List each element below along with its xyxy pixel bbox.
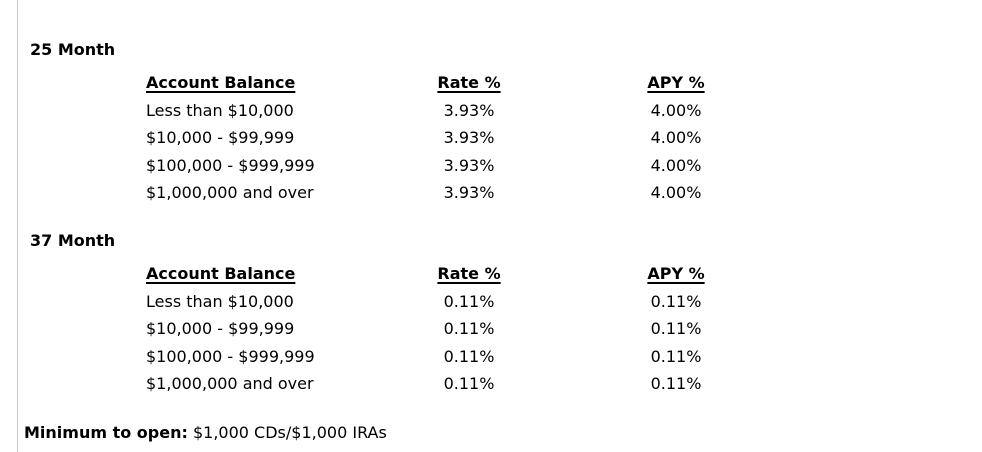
apy-cell: 4.00% xyxy=(650,155,702,175)
apy-cell: 0.11% xyxy=(650,319,702,338)
table-row: $100,000 - $999,999 3.93% 4.00% xyxy=(146,155,746,183)
minimum-to-open-note: Minimum to open: $1,000 CDs/$1,000 IRAs xyxy=(24,423,387,443)
minimum-to-open-label: Minimum to open: xyxy=(24,423,188,442)
table-row: $10,000 - $99,999 0.11% 0.11% xyxy=(146,318,746,346)
column-header-rate: Rate % xyxy=(437,73,501,92)
column-header-apy: APY % xyxy=(647,73,705,92)
left-divider xyxy=(17,0,18,452)
table-row: $1,000,000 and over 3.93% 4.00% xyxy=(146,182,746,210)
rate-cell: 3.93% xyxy=(443,183,495,202)
table-row: $10,000 - $99,999 3.93% 4.00% xyxy=(146,127,746,155)
balance-cell: Less than $10,000 xyxy=(146,100,294,120)
column-header-apy: APY % xyxy=(647,264,705,283)
apy-cell: 4.00% xyxy=(650,183,702,202)
apy-cell: 4.00% xyxy=(650,128,702,147)
balance-cell: $100,000 - $999,999 xyxy=(146,155,315,175)
section-title-37-month: 37 Month xyxy=(30,231,116,250)
table-header-row: Account Balance Rate % APY % xyxy=(146,263,746,291)
rate-cell: 0.11% xyxy=(443,319,495,338)
rate-cell: 3.93% xyxy=(443,100,495,120)
rate-table-25-month: Account Balance Rate % APY % Less than $… xyxy=(146,72,746,210)
apy-cell: 4.00% xyxy=(650,100,702,120)
balance-cell: $1,000,000 and over xyxy=(146,374,314,393)
minimum-to-open-value: $1,000 CDs/$1,000 IRAs xyxy=(192,423,387,442)
apy-cell: 0.11% xyxy=(650,291,702,311)
rate-table-37-month: Account Balance Rate % APY % Less than $… xyxy=(146,263,746,401)
rate-cell: 3.93% xyxy=(443,155,495,175)
balance-cell: Less than $10,000 xyxy=(146,291,294,311)
rate-cell: 3.93% xyxy=(443,128,495,147)
balance-cell: $1,000,000 and over xyxy=(146,183,314,202)
balance-cell: $100,000 - $999,999 xyxy=(146,346,315,366)
balance-cell: $10,000 - $99,999 xyxy=(146,128,295,147)
column-header-account-balance: Account Balance xyxy=(146,264,296,283)
table-row: Less than $10,000 3.93% 4.00% xyxy=(146,100,746,128)
table-header-row: Account Balance Rate % APY % xyxy=(146,72,746,100)
rate-cell: 0.11% xyxy=(443,346,495,366)
section-title-25-month: 25 Month xyxy=(30,40,116,59)
rate-cell: 0.11% xyxy=(443,374,495,393)
table-row: $1,000,000 and over 0.11% 0.11% xyxy=(146,373,746,401)
apy-cell: 0.11% xyxy=(650,374,702,393)
table-row: Less than $10,000 0.11% 0.11% xyxy=(146,291,746,319)
rate-cell: 0.11% xyxy=(443,291,495,311)
balance-cell: $10,000 - $99,999 xyxy=(146,319,295,338)
column-header-account-balance: Account Balance xyxy=(146,73,296,92)
column-header-rate: Rate % xyxy=(437,264,501,283)
apy-cell: 0.11% xyxy=(650,346,702,366)
table-row: $100,000 - $999,999 0.11% 0.11% xyxy=(146,346,746,374)
